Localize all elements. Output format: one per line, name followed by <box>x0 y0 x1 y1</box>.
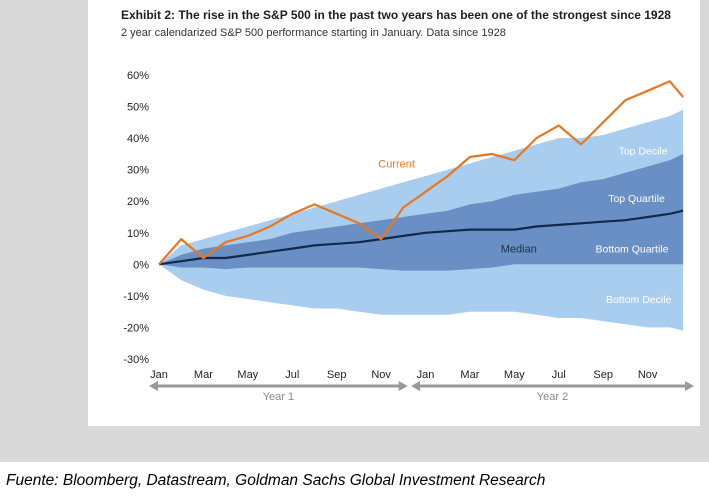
x-tick-label: May <box>504 369 525 381</box>
series-annotation: Top Quartile <box>608 193 665 205</box>
series-annotation: Bottom Quartile <box>596 244 669 256</box>
x-axis: Jan Mar May Jul Sep Nov Jan Mar May Jul Sep Nov Year… <box>149 369 694 403</box>
x-tick-label: Sep <box>327 369 347 381</box>
series-annotation: Bottom Decile <box>606 294 672 306</box>
y-tick-label: 20% <box>127 196 149 208</box>
x-tick-label: Nov <box>638 369 658 381</box>
y-tick-label: 50% <box>127 102 149 114</box>
y-tick-label: 10% <box>127 228 149 240</box>
chart-title: Exhibit 2: The rise in the S&P 500 in th… <box>121 8 671 22</box>
x-tick-label: Nov <box>371 369 391 381</box>
series-annotation: Current <box>378 158 415 170</box>
x-tick-label: Jan <box>417 369 435 381</box>
period-label: Year 2 <box>537 391 568 403</box>
period-arrow-left-head <box>411 381 421 391</box>
y-tick-label: 40% <box>127 133 149 145</box>
x-tick-label: Mar <box>460 369 479 381</box>
period-label: Year 1 <box>263 391 294 403</box>
series-annotation: Median <box>501 244 537 256</box>
x-tick-label: Sep <box>593 369 613 381</box>
y-tick-label: -30% <box>123 354 149 366</box>
median-line <box>158 209 684 266</box>
x-tick-label: Jul <box>552 369 566 381</box>
period-arrow-right-head <box>398 381 408 391</box>
chart-plot: 60% 50% 40% 30% 20% 10% 0% -10% -20% -30% Jan Mar M… <box>123 70 694 403</box>
source-note: Fuente: Bloomberg, Datastream, Goldman S… <box>6 472 546 489</box>
line-layer <box>158 80 684 266</box>
chart-subtitle: 2 year calendarized S&P 500 performance … <box>121 27 506 39</box>
quartile-band-area <box>159 153 684 271</box>
x-tick-label: May <box>237 369 258 381</box>
band-layer <box>159 109 684 331</box>
y-tick-label: -10% <box>123 291 149 303</box>
x-tick-label: Jan <box>150 369 168 381</box>
x-tick-label: Jul <box>285 369 299 381</box>
period-arrow-left-head <box>149 381 158 391</box>
y-tick-label: 60% <box>127 70 149 82</box>
y-tick-label: -20% <box>123 322 149 334</box>
current-line <box>158 80 684 266</box>
y-axis: 60% 50% 40% 30% 20% 10% 0% -10% -20% -30% <box>123 70 149 366</box>
annotation-layer: Current Median Top Decile Top Quartile Botto… <box>378 146 671 306</box>
series-annotation: Top Decile <box>619 146 668 158</box>
period-arrow-right-head <box>685 381 694 391</box>
y-tick-label: 0% <box>133 259 149 271</box>
x-tick-label: Mar <box>194 369 213 381</box>
y-tick-label: 30% <box>127 165 149 177</box>
